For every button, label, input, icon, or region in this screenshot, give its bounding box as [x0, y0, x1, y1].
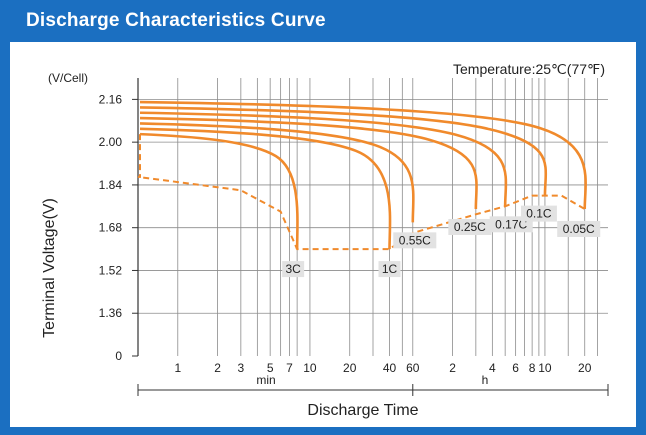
x-tick-label: 2 [214, 361, 221, 375]
curve-label: 0.25C [454, 220, 486, 234]
curve-label: 3C [285, 262, 301, 276]
curve-label-bg [378, 261, 401, 278]
axes: 0 1.36 1.52 1.68 1.84 2.00 2.16 1 2 3 5 7 10 20 40 60 2 4… [99, 78, 609, 396]
y-tick-label: 1.68 [99, 221, 123, 235]
end-voltage-dashed-line [137, 134, 586, 251]
x-tick-label: 3 [237, 361, 244, 375]
x-axis-title: Discharge Time [307, 402, 418, 419]
x-tick-label: 4 [489, 361, 496, 375]
x-tick-label: 20 [343, 361, 357, 375]
curves [139, 100, 587, 250]
curve-label: 0.17C [495, 217, 527, 231]
header-bar: Discharge Characteristics Curve [0, 0, 646, 42]
x-tick-label: 8 [529, 361, 536, 375]
discharge-curve [139, 106, 548, 196]
x-tick-label: 20 [578, 361, 592, 375]
y-tick-label: 2.00 [99, 135, 123, 149]
y-unit-label: (V/Cell) [48, 71, 88, 85]
y-tick-label: 2.16 [99, 92, 123, 106]
temperature-annotation: Temperature:25℃(77℉) [453, 61, 605, 77]
y-axis-title: Terminal Voltage(V) [41, 198, 58, 338]
discharge-curve [139, 116, 478, 209]
y-tick-label: 1.84 [99, 178, 123, 192]
curve-label: 0.55C [399, 233, 431, 247]
y-tick-label: 0 [115, 349, 122, 363]
chart-panel: 0 1.36 1.52 1.68 1.84 2.00 2.16 1 2 3 5 7 10 20 40 60 2 4… [10, 42, 636, 427]
x-minutes-unit: min [256, 373, 275, 387]
curve-label-bg [448, 218, 492, 235]
x-tick-label: 1 [174, 361, 181, 375]
x-tick-label: 7 [286, 361, 293, 375]
page-title: Discharge Characteristics Curve [26, 10, 326, 31]
discharge-chart: 0 1.36 1.52 1.68 1.84 2.00 2.16 1 2 3 5 7 10 20 40 60 2 4… [41, 61, 609, 419]
y-tick-label: 1.36 [99, 306, 123, 320]
x-tick-label: 60 [406, 361, 420, 375]
discharge-curve [139, 122, 415, 223]
curve-label-bg [557, 220, 601, 237]
curve-label: 1C [382, 262, 398, 276]
x-hours-unit: h [482, 373, 489, 387]
curve-label: 0.05C [563, 222, 595, 236]
curve-label-bg [393, 232, 437, 249]
discharge-curve [139, 127, 392, 250]
x-tick-label: 10 [538, 361, 552, 375]
discharge-curve [139, 132, 299, 250]
y-tick-label: 1.52 [99, 263, 123, 277]
curve-label-bg [520, 205, 557, 222]
discharge-curve [139, 111, 508, 207]
dashed-envelope [137, 134, 586, 251]
curve-label-bg [282, 261, 305, 278]
curve-label: 0.1C [526, 207, 552, 221]
x-tick-label: 6 [512, 361, 519, 375]
discharge-curve [139, 100, 587, 209]
x-tick-label: 2 [449, 361, 456, 375]
x-tick-label: 10 [303, 361, 317, 375]
x-tick-label: 40 [383, 361, 397, 375]
x-tick-label: 5 [267, 361, 274, 375]
